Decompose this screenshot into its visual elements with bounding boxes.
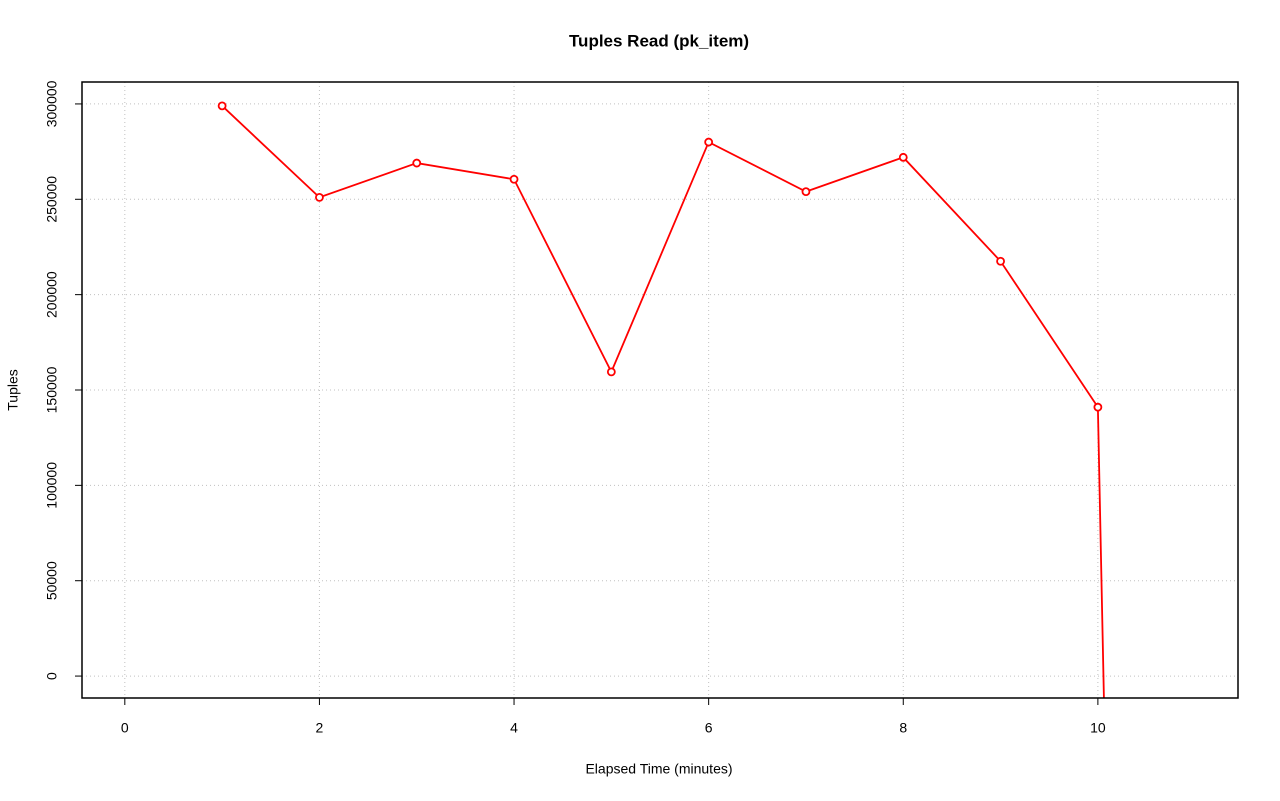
- point: [217, 101, 227, 111]
- point: [704, 137, 714, 147]
- point: [606, 367, 616, 377]
- y-tick-label: 250000: [44, 176, 60, 223]
- point: [801, 187, 811, 197]
- plot-area: [82, 82, 1238, 698]
- y-tick-label: 200000: [44, 271, 60, 318]
- x-tick-label: 10: [1090, 720, 1106, 736]
- point: [1093, 402, 1103, 412]
- plot-frame: [81, 81, 1239, 699]
- x-axis-label: Elapsed Time (minutes): [585, 761, 732, 777]
- point: [509, 174, 519, 184]
- x-tick-label: 2: [316, 720, 324, 736]
- x-tick-label: 0: [121, 720, 129, 736]
- y-tick-label: 150000: [44, 366, 60, 413]
- y-tick-label: 100000: [44, 462, 60, 509]
- point: [412, 158, 422, 168]
- point: [898, 152, 908, 162]
- x-tick-label: 8: [899, 720, 907, 736]
- point: [996, 256, 1005, 266]
- y-axis-label: Tuples: [5, 369, 21, 411]
- y-tick-label: 300000: [44, 80, 60, 127]
- y-tick-label: 50000: [44, 561, 60, 600]
- point: [315, 192, 324, 202]
- x-tick-label: 4: [510, 720, 518, 736]
- chart-title: Tuples Read (pk_item): [569, 31, 749, 50]
- x-tick-label: 6: [705, 720, 713, 736]
- y-tick-label: 0: [44, 672, 60, 680]
